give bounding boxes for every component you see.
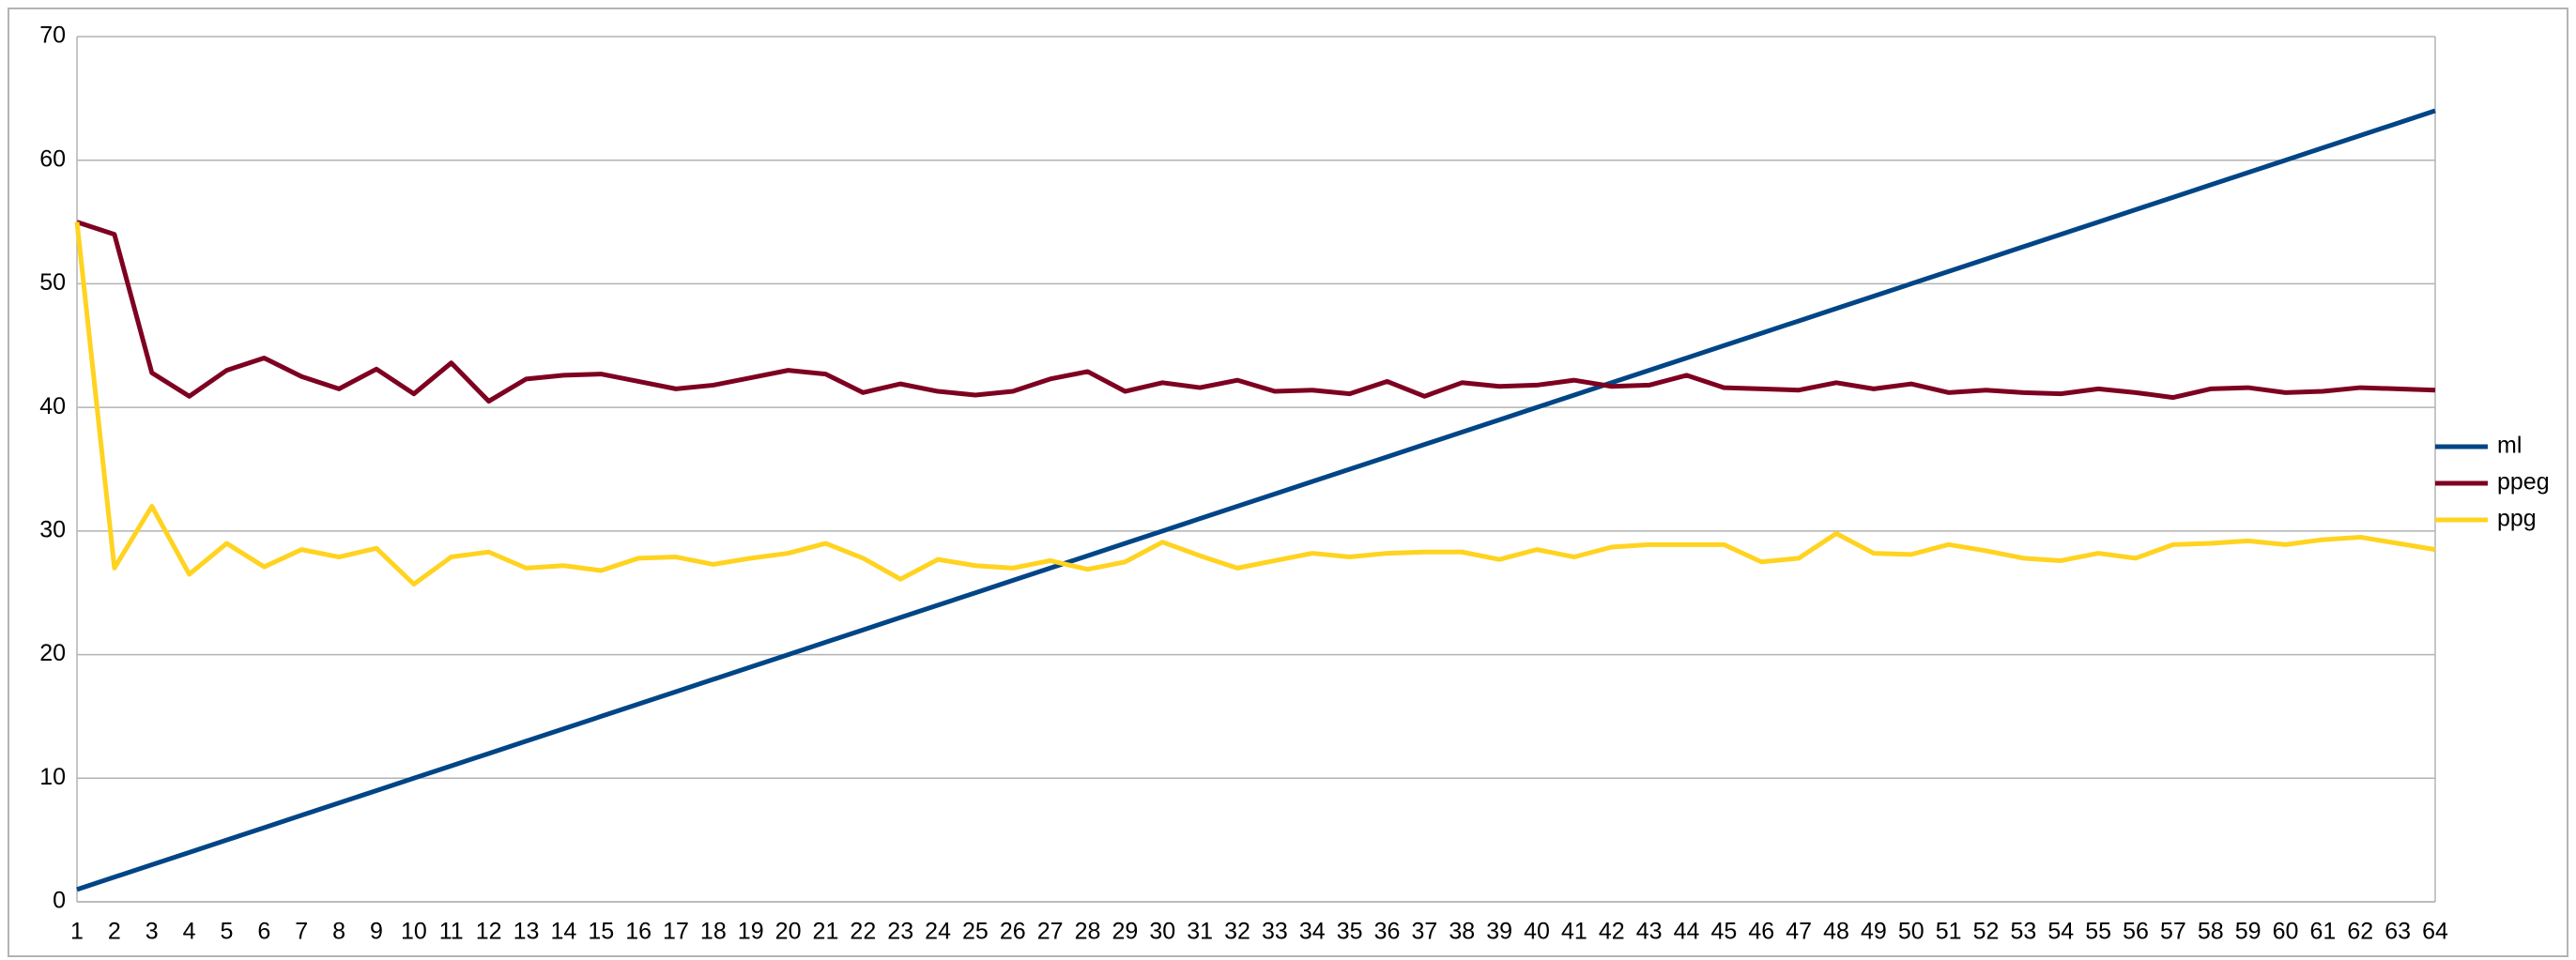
x-tick-label: 12 [476,919,502,945]
y-tick-label: 30 [39,516,66,542]
x-tick-label: 34 [1299,919,1326,945]
x-tick-label: 52 [1973,919,2000,945]
x-tick-label: 20 [775,919,802,945]
x-tick-label: 60 [2273,919,2299,945]
x-tick-label: 47 [1786,919,1812,945]
x-tick-label: 44 [1674,919,1700,945]
x-tick-label: 28 [1075,919,1101,945]
x-tick-label: 9 [370,919,383,945]
x-tick-label: 16 [625,919,652,945]
chart-border [8,8,2568,957]
x-tick-label: 64 [2422,919,2448,945]
legend-label: ml [2497,433,2522,459]
x-tick-label: 35 [1337,919,1363,945]
x-tick-label: 58 [2198,919,2224,945]
series-line [76,108,2436,892]
x-tick-label: 38 [1449,919,1475,945]
x-tick-label: 21 [813,919,839,945]
x-tick-label: 62 [2347,919,2373,945]
x-tick-label: 24 [925,919,951,945]
x-tick-label: 57 [2160,919,2186,945]
x-tick-label: 43 [1636,919,1663,945]
x-tick-label: 4 [183,919,196,945]
x-tick-label: 40 [1524,919,1550,945]
x-tick-label: 14 [550,919,576,945]
x-tick-label: 3 [146,919,159,945]
x-tick-label: 29 [1112,919,1139,945]
x-tick-label: 54 [2047,919,2074,945]
x-tick-label: 10 [401,919,427,945]
y-tick-label: 50 [39,269,66,296]
y-tick-label: 40 [39,393,66,419]
x-tick-label: 17 [663,919,689,945]
x-tick-label: 42 [1599,919,1625,945]
y-tick-label: 20 [39,640,66,666]
series-line [76,220,2436,404]
x-tick-label: 49 [1861,919,1887,945]
series-line [74,221,2436,587]
x-tick-label: 8 [332,919,345,945]
x-tick-label: 46 [1748,919,1774,945]
y-tick-label: 0 [53,888,66,914]
x-tick-label: 59 [2235,919,2262,945]
x-tick-label: 30 [1149,919,1175,945]
x-tick-label: 23 [887,919,913,945]
x-tick-label: 2 [108,919,121,945]
y-tick-label: 10 [39,764,66,790]
x-tick-label: 51 [1936,919,1962,945]
x-tick-label: 41 [1561,919,1587,945]
x-tick-label: 15 [588,919,614,945]
x-tick-label: 11 [439,919,464,945]
x-tick-label: 33 [1262,919,1288,945]
x-tick-label: 32 [1224,919,1250,945]
y-tick-label: 70 [39,23,66,49]
x-tick-label: 7 [295,919,308,945]
y-tick-label: 60 [39,145,66,172]
x-tick-label: 39 [1486,919,1512,945]
x-tick-label: 22 [850,919,876,945]
x-tick-label: 1 [70,919,84,945]
legend-label: ppeg [2497,469,2550,495]
x-tick-label: 53 [2010,919,2036,945]
x-tick-label: 5 [221,919,234,945]
x-tick-label: 31 [1187,919,1213,945]
x-tick-label: 36 [1374,919,1401,945]
x-tick-label: 56 [2123,919,2149,945]
x-tick-label: 27 [1037,919,1064,945]
x-tick-label: 45 [1711,919,1738,945]
x-tick-label: 6 [257,919,270,945]
x-tick-label: 55 [2085,919,2111,945]
x-tick-label: 26 [1000,919,1026,945]
x-tick-label: 19 [738,919,764,945]
x-tick-label: 61 [2309,919,2336,945]
x-tick-label: 37 [1412,919,1438,945]
legend-label: ppg [2497,506,2537,532]
x-tick-label: 50 [1898,919,1924,945]
x-tick-label: 48 [1823,919,1849,945]
x-tick-label: 13 [514,919,540,945]
x-tick-label: 18 [700,919,727,945]
x-tick-label: 63 [2384,919,2411,945]
x-tick-label: 25 [962,919,989,945]
